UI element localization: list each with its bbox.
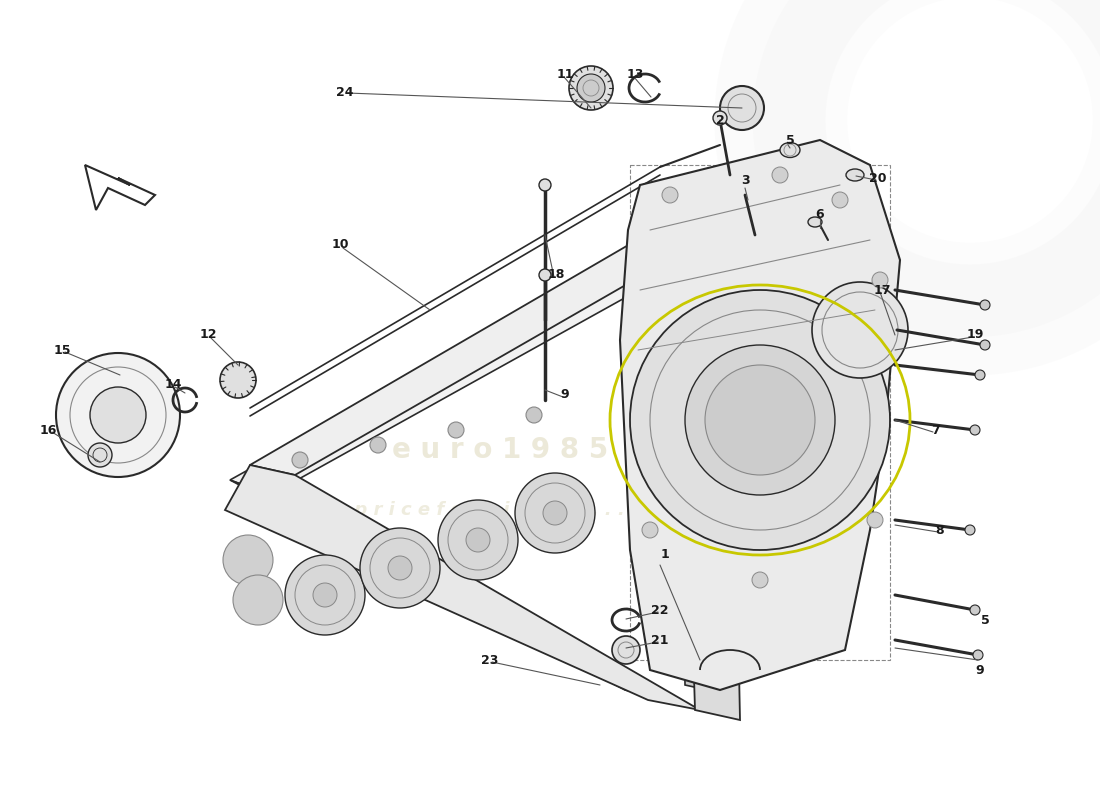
Text: 24: 24 bbox=[337, 86, 354, 98]
Circle shape bbox=[705, 365, 815, 475]
Text: 19: 19 bbox=[966, 329, 983, 342]
Text: 11: 11 bbox=[557, 69, 574, 82]
Circle shape bbox=[88, 443, 112, 467]
Circle shape bbox=[543, 501, 566, 525]
Circle shape bbox=[713, 111, 727, 125]
Ellipse shape bbox=[808, 217, 822, 227]
Circle shape bbox=[685, 345, 835, 495]
Text: 1: 1 bbox=[661, 549, 670, 562]
Circle shape bbox=[662, 187, 678, 203]
Circle shape bbox=[466, 528, 490, 552]
Circle shape bbox=[578, 74, 605, 102]
Circle shape bbox=[223, 535, 273, 585]
Circle shape bbox=[539, 179, 551, 191]
Polygon shape bbox=[230, 230, 720, 495]
Circle shape bbox=[233, 575, 283, 625]
Text: 9: 9 bbox=[561, 389, 570, 402]
Circle shape bbox=[90, 387, 146, 443]
Text: 2: 2 bbox=[716, 114, 725, 126]
Circle shape bbox=[980, 340, 990, 350]
Circle shape bbox=[292, 452, 308, 468]
Circle shape bbox=[370, 437, 386, 453]
Text: 20: 20 bbox=[869, 171, 887, 185]
Circle shape bbox=[970, 425, 980, 435]
Circle shape bbox=[832, 192, 848, 208]
Polygon shape bbox=[680, 215, 740, 720]
Text: 14: 14 bbox=[164, 378, 182, 391]
Text: 5: 5 bbox=[980, 614, 989, 626]
Circle shape bbox=[867, 512, 883, 528]
Text: 16: 16 bbox=[40, 423, 57, 437]
Circle shape bbox=[515, 473, 595, 553]
Polygon shape bbox=[620, 140, 900, 690]
Polygon shape bbox=[250, 215, 730, 475]
Circle shape bbox=[720, 86, 764, 130]
Circle shape bbox=[526, 407, 542, 423]
Circle shape bbox=[772, 167, 788, 183]
Polygon shape bbox=[85, 165, 155, 210]
Circle shape bbox=[539, 269, 551, 281]
Text: 10: 10 bbox=[331, 238, 349, 251]
Text: 8: 8 bbox=[936, 523, 944, 537]
Text: 22: 22 bbox=[651, 603, 669, 617]
Circle shape bbox=[980, 300, 990, 310]
Text: 13: 13 bbox=[626, 69, 644, 82]
Circle shape bbox=[752, 572, 768, 588]
Circle shape bbox=[285, 555, 365, 635]
Circle shape bbox=[569, 66, 613, 110]
Ellipse shape bbox=[780, 142, 800, 158]
Text: 18: 18 bbox=[548, 269, 564, 282]
Text: 3: 3 bbox=[740, 174, 749, 186]
Circle shape bbox=[872, 272, 888, 288]
Ellipse shape bbox=[846, 169, 864, 181]
Text: a p r i c e f o r b i d d e n . . .: a p r i c e f o r b i d d e n . . . bbox=[336, 501, 625, 519]
Circle shape bbox=[965, 525, 975, 535]
Circle shape bbox=[975, 370, 984, 380]
Circle shape bbox=[642, 522, 658, 538]
Text: 15: 15 bbox=[53, 343, 70, 357]
Circle shape bbox=[974, 650, 983, 660]
Circle shape bbox=[812, 282, 907, 378]
Circle shape bbox=[314, 583, 337, 607]
Text: 6: 6 bbox=[816, 209, 824, 222]
Polygon shape bbox=[680, 230, 730, 695]
Text: 21: 21 bbox=[651, 634, 669, 646]
Circle shape bbox=[612, 636, 640, 664]
Polygon shape bbox=[230, 480, 670, 700]
Circle shape bbox=[220, 362, 256, 398]
Text: 12: 12 bbox=[199, 329, 217, 342]
Circle shape bbox=[970, 605, 980, 615]
Circle shape bbox=[630, 290, 890, 550]
Circle shape bbox=[360, 528, 440, 608]
Text: e u r o 1 9 8 5: e u r o 1 9 8 5 bbox=[392, 436, 608, 464]
Text: 7: 7 bbox=[931, 423, 939, 437]
Circle shape bbox=[56, 353, 180, 477]
Text: 5: 5 bbox=[785, 134, 794, 146]
Circle shape bbox=[388, 556, 412, 580]
Polygon shape bbox=[226, 465, 700, 710]
Circle shape bbox=[448, 422, 464, 438]
Text: 23: 23 bbox=[482, 654, 498, 666]
Circle shape bbox=[438, 500, 518, 580]
Text: 9: 9 bbox=[976, 663, 984, 677]
Text: 17: 17 bbox=[873, 283, 891, 297]
